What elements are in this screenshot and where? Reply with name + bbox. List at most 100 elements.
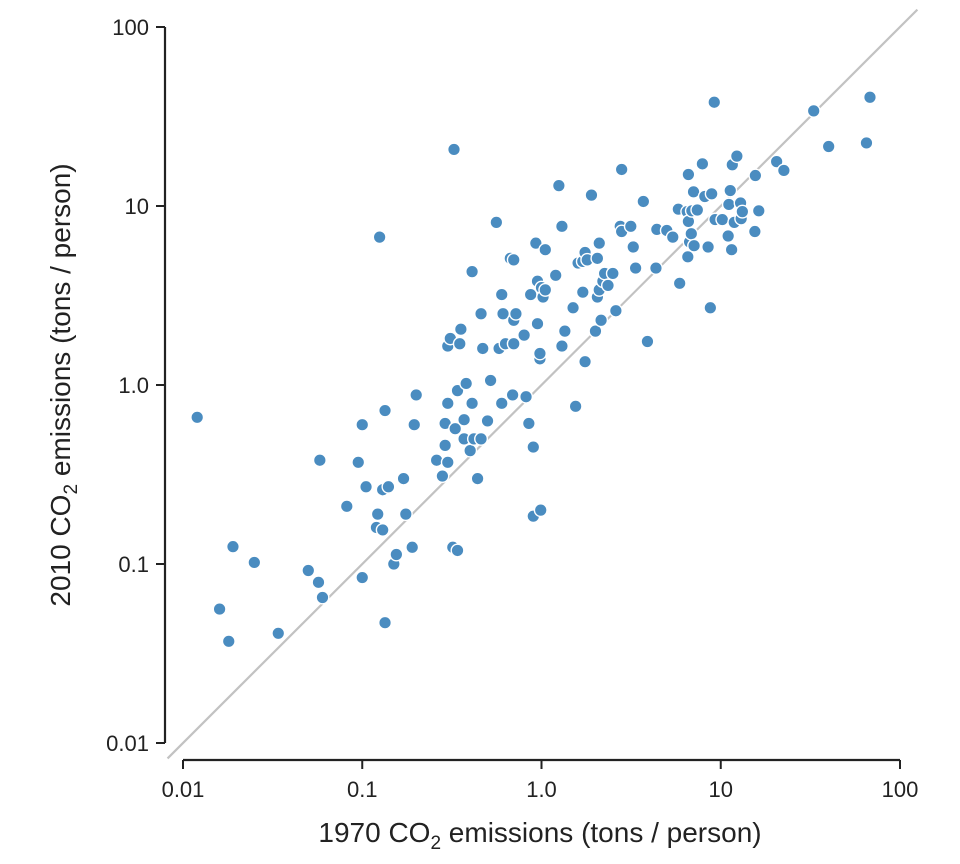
data-point: [776, 163, 791, 178]
data-point: [351, 455, 366, 470]
data-point: [355, 417, 370, 432]
data-point: [447, 142, 462, 157]
data-point: [707, 95, 722, 110]
data-point: [470, 471, 485, 486]
data-point: [370, 507, 385, 522]
data-point: [489, 215, 504, 230]
data-point: [748, 168, 763, 183]
data-point: [378, 615, 393, 630]
data-point: [806, 103, 821, 118]
data-point: [821, 139, 836, 154]
data-point: [701, 240, 716, 255]
data-point: [465, 396, 480, 411]
data-point: [590, 251, 605, 266]
data-point: [554, 219, 569, 234]
data-point: [440, 396, 455, 411]
data-point: [405, 540, 420, 555]
data-point: [339, 499, 354, 514]
data-point: [475, 341, 490, 356]
data-point: [375, 522, 390, 537]
data-point: [584, 188, 599, 203]
data-point: [672, 276, 687, 291]
data-point: [859, 135, 874, 150]
data-point: [687, 238, 702, 253]
data-point: [665, 230, 680, 245]
data-point: [568, 399, 583, 414]
data-point: [538, 242, 553, 257]
identity-reference-line: [166, 8, 919, 760]
data-point: [548, 268, 563, 283]
reference-line-layer: [166, 8, 919, 760]
data-point: [440, 455, 455, 470]
y-tick-label: 10: [125, 194, 149, 219]
data-point: [505, 387, 520, 402]
data-point: [474, 306, 489, 321]
data-point: [566, 300, 581, 315]
data-point: [521, 416, 536, 431]
data-point: [212, 602, 227, 617]
data-point: [862, 90, 877, 105]
data-point: [463, 443, 478, 458]
data-point: [530, 316, 545, 331]
data-point: [506, 252, 521, 267]
data-point: [517, 328, 532, 343]
data-point: [519, 389, 534, 404]
data-point: [704, 186, 719, 201]
data-point: [648, 261, 663, 276]
data-point: [474, 431, 489, 446]
data-point: [457, 412, 472, 427]
data-point: [605, 266, 620, 281]
data-point: [448, 421, 463, 436]
x-tick-label: 100: [882, 777, 919, 802]
data-point: [301, 563, 316, 578]
data-point: [247, 555, 262, 570]
data-point: [769, 154, 784, 169]
data-point: [438, 438, 453, 453]
y-tick-label: 1.0: [118, 373, 149, 398]
data-point: [528, 236, 543, 251]
data-point: [680, 249, 695, 264]
data-point: [526, 440, 541, 455]
data-point: [684, 226, 699, 241]
data-point: [506, 336, 521, 351]
data-point: [735, 204, 750, 219]
data-point: [407, 417, 422, 432]
data-point: [681, 167, 696, 182]
data-point: [578, 354, 593, 369]
data-point: [690, 202, 705, 217]
data-point: [480, 413, 495, 428]
data-point: [721, 197, 736, 212]
data-point: [601, 278, 616, 293]
y-axis-title: 2010 CO2 emissions (tons / person): [45, 163, 82, 606]
data-point: [311, 575, 326, 590]
data-point: [628, 261, 643, 276]
data-point: [429, 453, 444, 468]
x-tick-label: 0.1: [347, 777, 378, 802]
data-point: [450, 543, 465, 558]
data-point: [271, 626, 286, 641]
y-tick-label: 0.1: [118, 552, 149, 577]
data-point: [575, 285, 590, 300]
data-point: [608, 303, 623, 318]
data-point: [703, 300, 718, 315]
x-tick-label: 10: [709, 777, 733, 802]
data-point: [483, 373, 498, 388]
data-point: [389, 547, 404, 562]
x-axis-title: 1970 CO2 emissions (tons / person): [318, 817, 761, 854]
data-point: [724, 242, 739, 257]
axes: 0.01 0.1 1.0 10 100 0.01 0.1 1.0 10 100: [106, 15, 918, 802]
data-point: [409, 387, 424, 402]
data-point: [551, 178, 566, 193]
data-point: [452, 336, 467, 351]
data-point: [190, 410, 205, 425]
data-point: [557, 324, 572, 339]
data-point: [381, 479, 396, 494]
data-point: [588, 324, 603, 339]
data-point: [355, 570, 370, 585]
data-point: [453, 322, 468, 337]
data-point: [594, 313, 609, 328]
data-point: [636, 194, 651, 209]
data-point: [751, 203, 766, 218]
data-point: [623, 219, 638, 234]
